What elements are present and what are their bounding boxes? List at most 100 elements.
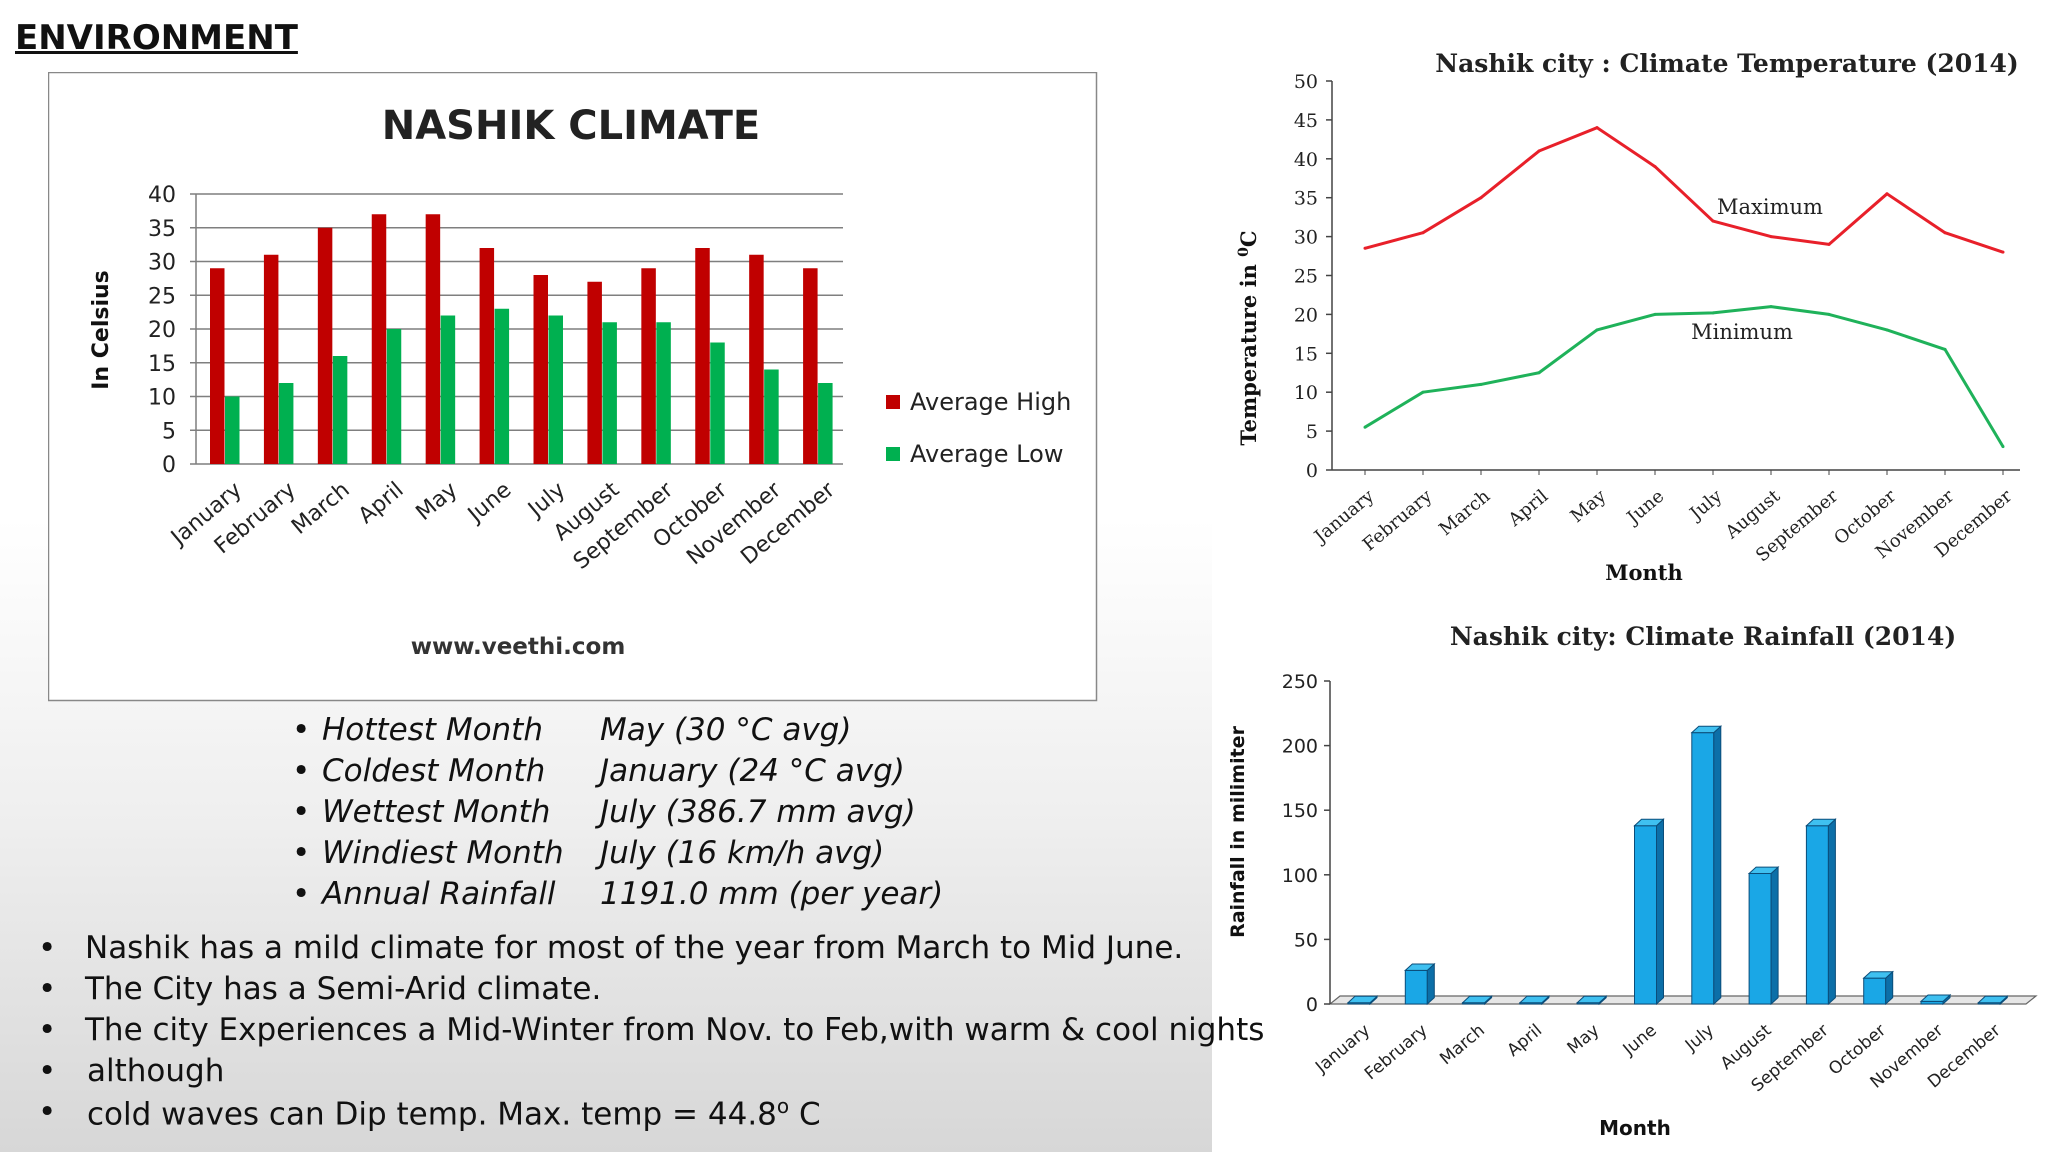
point-minimum-december [2001,445,2005,449]
x-tick-label: March [1435,485,1494,540]
x-tick-label: May [1564,1021,1604,1059]
legend-swatch-average-high [886,395,900,409]
bar-average-low-january [225,396,240,464]
y-tick-label: 250 [1282,671,1318,693]
note-text: although [87,1053,225,1089]
bullet: • [292,712,311,748]
series-label-maximum: Maximum [1717,195,1823,219]
x-tick-label: March [1436,1021,1489,1070]
x-axis-label: Month [1605,560,1683,585]
note-text: The City has a Semi-Arid climate. [85,971,602,1007]
bar-average-low-april [386,329,402,464]
x-tick-label: July [1685,485,1727,525]
point-minimum-october [1885,328,1889,332]
bar-rainfall-june [1633,818,1665,1006]
point-maximum-february [1421,231,1425,235]
bar-rainfall-september [1805,818,1837,1006]
stat-label: Windiest Month [322,835,564,871]
degree-superscript: o [776,1094,790,1118]
bar-top [1919,994,1952,1002]
bar-average-low-august [602,322,617,464]
bullet: • [38,1053,57,1089]
y-tick-label: 5 [162,419,176,444]
bar-average-low-february [278,383,294,464]
bar-top [1690,725,1723,734]
point-maximum-april [1537,149,1541,153]
y-tick-label: 35 [148,217,176,242]
stat-label: Coldest Month [322,753,546,789]
bar-front [1634,825,1657,1005]
bar-average-low-september [656,322,671,464]
bar-top [1404,963,1436,971]
bar-average-low-march [332,356,348,464]
bar-side [1713,725,1722,1006]
x-tick-label: June [1619,1021,1661,1061]
bar-average-high-april [371,214,387,464]
bar-average-high-may [425,214,441,464]
bar-top [1346,995,1379,1004]
y-tick-label: 30 [1294,227,1318,249]
y-tick-label: 0 [1306,460,1318,482]
bar-side [1770,865,1779,1006]
stat-row-windiest: • Windiest Month July (16 km/h avg) [290,835,990,875]
bar-top [1862,971,1894,979]
bar-average-high-march [317,227,333,464]
x-tick-label: July [1681,1021,1718,1057]
bullet: • [38,1094,57,1130]
bar-top [1747,866,1780,875]
point-maximum-december [2001,250,2005,254]
bar-rainfall-january [1346,995,1379,1006]
bar-front [1805,825,1829,1005]
point-minimum-june [1653,312,1657,316]
point-minimum-may [1595,328,1599,332]
note-text: The city Experiences a Mid-Winter from N… [85,1012,1265,1048]
note-text-main: cold waves can Dip temp. Max. temp = 44.… [87,1096,777,1133]
point-maximum-august [1769,235,1773,239]
legend-label-average-low: Average Low [910,440,1063,468]
y-tick-label: 25 [148,284,176,309]
bar-front [1404,969,1428,1005]
bullet: • [38,971,57,1007]
x-tick-label: April [1503,1021,1546,1061]
y-tick-label: 200 [1282,736,1318,758]
bar-average-low-july [548,315,563,464]
y-tick-label: 40 [1294,149,1318,171]
series-line-maximum [1364,126,2004,254]
bar-average-low-november [764,369,779,464]
point-maximum-july [1711,219,1715,223]
bar-average-high-august [587,281,602,464]
bar-average-low-october [710,342,725,464]
bar-average-high-october [695,248,710,464]
series-label-minimum: Minimum [1691,320,1793,344]
y-tick-label: 150 [1282,800,1318,822]
note-item: • The city Experiences a Mid-Winter from… [38,1012,1264,1052]
stat-row-wettest: • Wettest Month July (386.7 mm avg) [290,794,990,834]
bullet: • [292,835,311,871]
y-tick-label: 40 [148,183,176,208]
bar-side [1656,818,1664,1006]
y-tick-label: 30 [148,251,176,276]
stat-value: 1191.0 mm (per year) [600,876,944,912]
x-axis-label: Month [1599,1116,1671,1140]
bar-average-high-february [263,254,279,464]
y-tick-label: 20 [1294,304,1318,326]
bar-average-high-july [533,275,548,464]
bar-top [1518,995,1551,1004]
bar-rainfall-march [1461,995,1493,1006]
bullet: • [292,794,311,830]
point-minimum-april [1537,371,1541,375]
bar-front [1748,873,1772,1005]
bar-average-high-september [641,268,656,464]
y-tick-label: 35 [1294,188,1318,210]
bar-side [1827,818,1836,1006]
x-tick-label: June [1622,486,1668,530]
bullet: • [38,930,57,966]
stat-label: Annual Rainfall [322,876,556,912]
bar-top [1575,995,1608,1004]
y-tick-label: 10 [1294,382,1318,404]
stat-value: May (30 °C avg) [600,712,852,748]
bar-top [1977,995,2009,1004]
temperature-line-chart: Nashik city : Climate Temperature (2014)… [1236,49,2020,585]
note-text: Nashik has a mild climate for most of th… [85,930,1184,966]
bar-average-low-june [494,308,510,464]
